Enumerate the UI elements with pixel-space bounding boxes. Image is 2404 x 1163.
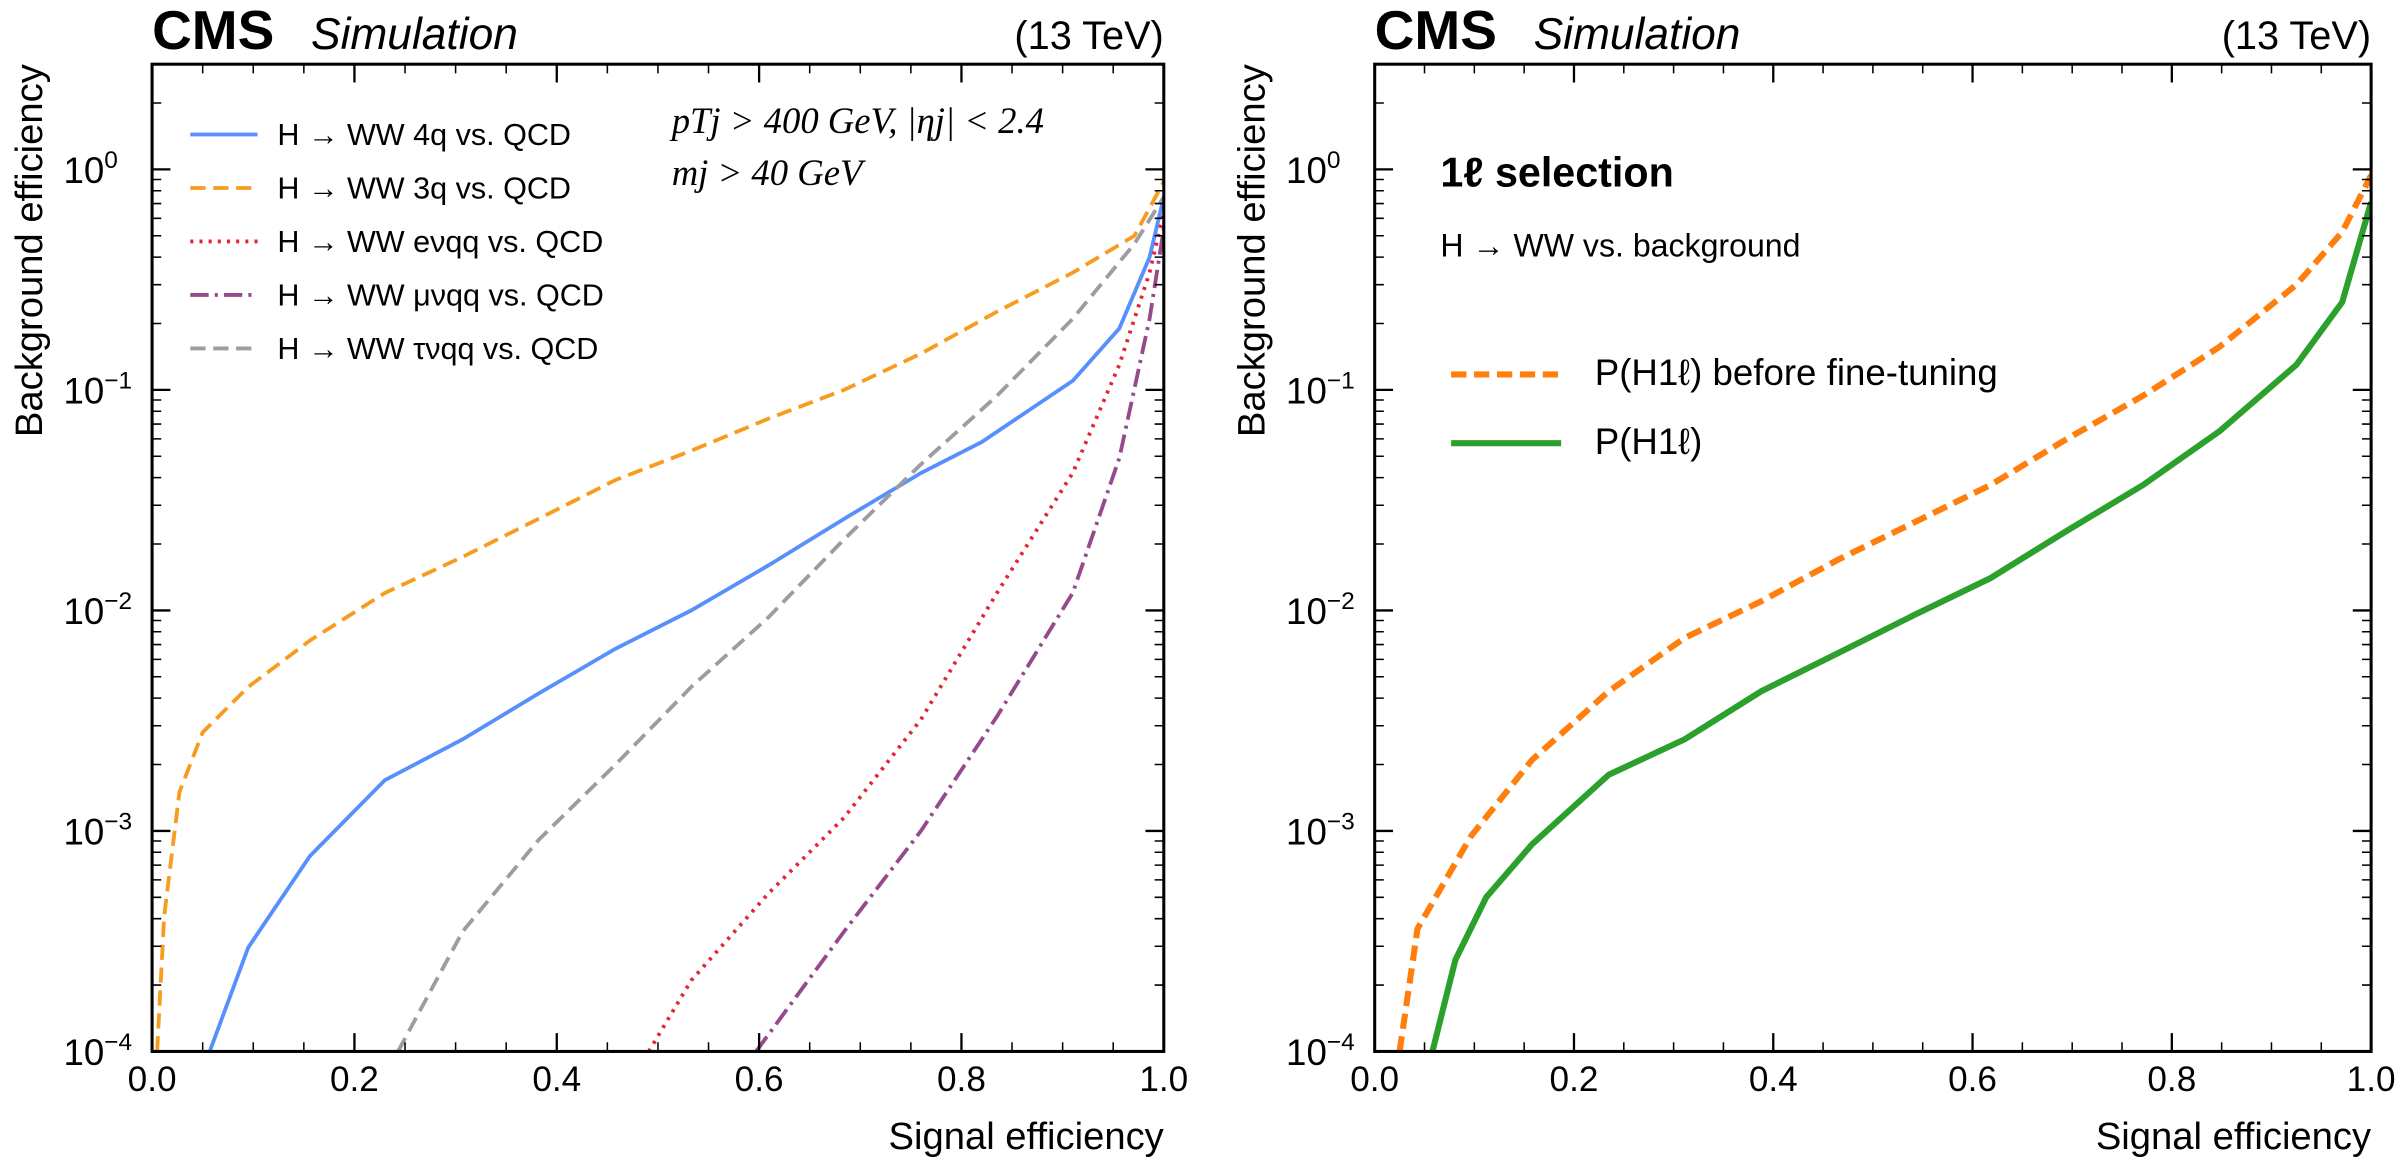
x-tick-label: 1.0 [2347, 1060, 2396, 1099]
x-tick-label: 0.8 [2147, 1060, 2196, 1099]
x-tick-label: 0.2 [1550, 1060, 1599, 1099]
x-axis-label: Signal efficiency [2096, 1115, 2372, 1158]
x-tick-label: 0.4 [1749, 1060, 1798, 1099]
sim-label: Simulation [311, 10, 518, 59]
y-tick-label: 10−1 [1286, 367, 1355, 411]
y-tick-label: 10−4 [1286, 1029, 1355, 1073]
x-tick-label: 0.4 [532, 1060, 581, 1099]
roc-curve [155, 180, 1164, 1052]
y-tick-label: 10−2 [63, 588, 132, 632]
legend-label: H → WW μνqq vs. QCD [277, 279, 603, 313]
y-tick-label: 100 [1286, 147, 1340, 191]
legend-label: P(H1ℓ) before fine-tuning [1595, 352, 1998, 393]
y-axis-label: Background efficiency [8, 63, 51, 437]
y-tick-label: 10−1 [63, 367, 132, 411]
roc-curve [754, 228, 1164, 1052]
energy: (13 TeV) [2222, 14, 2371, 58]
roc-curve [1429, 201, 2372, 1052]
y-axis-label: Background efficiency [1231, 63, 1274, 437]
experiment: CMS [152, 0, 274, 61]
y-tick-label: 100 [63, 147, 117, 191]
x-tick-label: 0.8 [937, 1060, 986, 1099]
y-tick-label: 10−2 [1286, 588, 1355, 632]
x-tick-label: 0.6 [735, 1060, 784, 1099]
legend-label: H → WW 4q vs. QCD [277, 118, 571, 152]
y-tick-label: 10−3 [1286, 808, 1355, 852]
x-tick-label: 0.6 [1948, 1060, 1997, 1099]
legend-label: H → WW 3q vs. QCD [277, 172, 571, 206]
plot-frame [150, 62, 1166, 1053]
roc-curve [396, 195, 1164, 1052]
x-axis-label: Signal efficiency [889, 1115, 1165, 1158]
x-tick-label: 1.0 [1139, 1060, 1188, 1099]
annotation: pTj > 400 GeV, |ηj| < 2.4 [669, 100, 1044, 141]
legend-label: H → WW eνqq vs. QCD [277, 225, 603, 259]
experiment: CMS [1375, 0, 1497, 61]
x-tick-label: 0.2 [330, 1060, 379, 1099]
annotation: H → WW vs. background [1440, 228, 1800, 264]
y-tick-label: 10−3 [63, 808, 132, 852]
x-tick-label: 0.0 [1350, 1060, 1399, 1099]
legend-label: P(H1ℓ) [1595, 421, 1703, 462]
y-tick-label: 10−4 [63, 1029, 132, 1073]
legend-label: H → WW τνqq vs. QCD [277, 332, 598, 366]
annotation: 1ℓ selection [1440, 149, 1673, 195]
sim-label: Simulation [1534, 10, 1741, 59]
roc-curve [1396, 173, 2372, 1052]
plot-frame [1373, 62, 2373, 1053]
roc-curve [207, 196, 1164, 1052]
roc-curve [647, 211, 1164, 1052]
x-tick-label: 0.0 [128, 1060, 177, 1099]
energy: (13 TeV) [1014, 14, 1163, 58]
annotation: mj > 40 GeV [672, 152, 866, 193]
